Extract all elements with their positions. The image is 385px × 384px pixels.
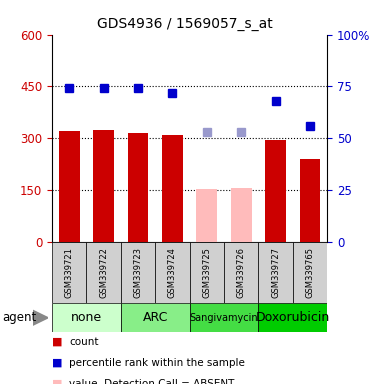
Text: none: none [71,311,102,324]
Text: GSM339723: GSM339723 [134,247,142,298]
Bar [128,133,148,242]
Bar [93,130,114,242]
Bar [162,136,183,242]
Text: ARC: ARC [142,311,168,324]
Text: count: count [69,337,99,347]
Bar [231,189,251,242]
Text: GSM339722: GSM339722 [99,247,108,298]
Text: GSM339725: GSM339725 [202,247,211,298]
Bar [196,189,217,242]
Bar [224,242,258,303]
Text: GDS4936 / 1569057_s_at: GDS4936 / 1569057_s_at [97,17,273,31]
Bar [121,242,155,303]
Bar [258,242,293,303]
Text: GSM339765: GSM339765 [306,247,315,298]
Bar [52,303,121,332]
Bar [300,159,320,242]
Text: GSM339727: GSM339727 [271,247,280,298]
Text: Doxorubicin: Doxorubicin [256,311,330,324]
Bar [59,131,79,242]
Bar [155,242,190,303]
Polygon shape [33,310,48,325]
Bar [86,242,121,303]
Bar [52,242,86,303]
Text: ■: ■ [52,379,62,384]
Text: percentile rank within the sample: percentile rank within the sample [69,358,245,368]
Bar [265,140,286,242]
Bar [189,242,224,303]
Text: agent: agent [2,311,36,324]
Text: GSM339721: GSM339721 [65,247,74,298]
Bar [121,303,189,332]
Text: value, Detection Call = ABSENT: value, Detection Call = ABSENT [69,379,235,384]
Bar [258,303,327,332]
Text: Sangivamycin: Sangivamycin [190,313,258,323]
Bar [293,242,327,303]
Text: GSM339726: GSM339726 [237,247,246,298]
Text: GSM339724: GSM339724 [168,247,177,298]
Text: ■: ■ [52,337,62,347]
Text: ■: ■ [52,358,62,368]
Bar [189,303,258,332]
